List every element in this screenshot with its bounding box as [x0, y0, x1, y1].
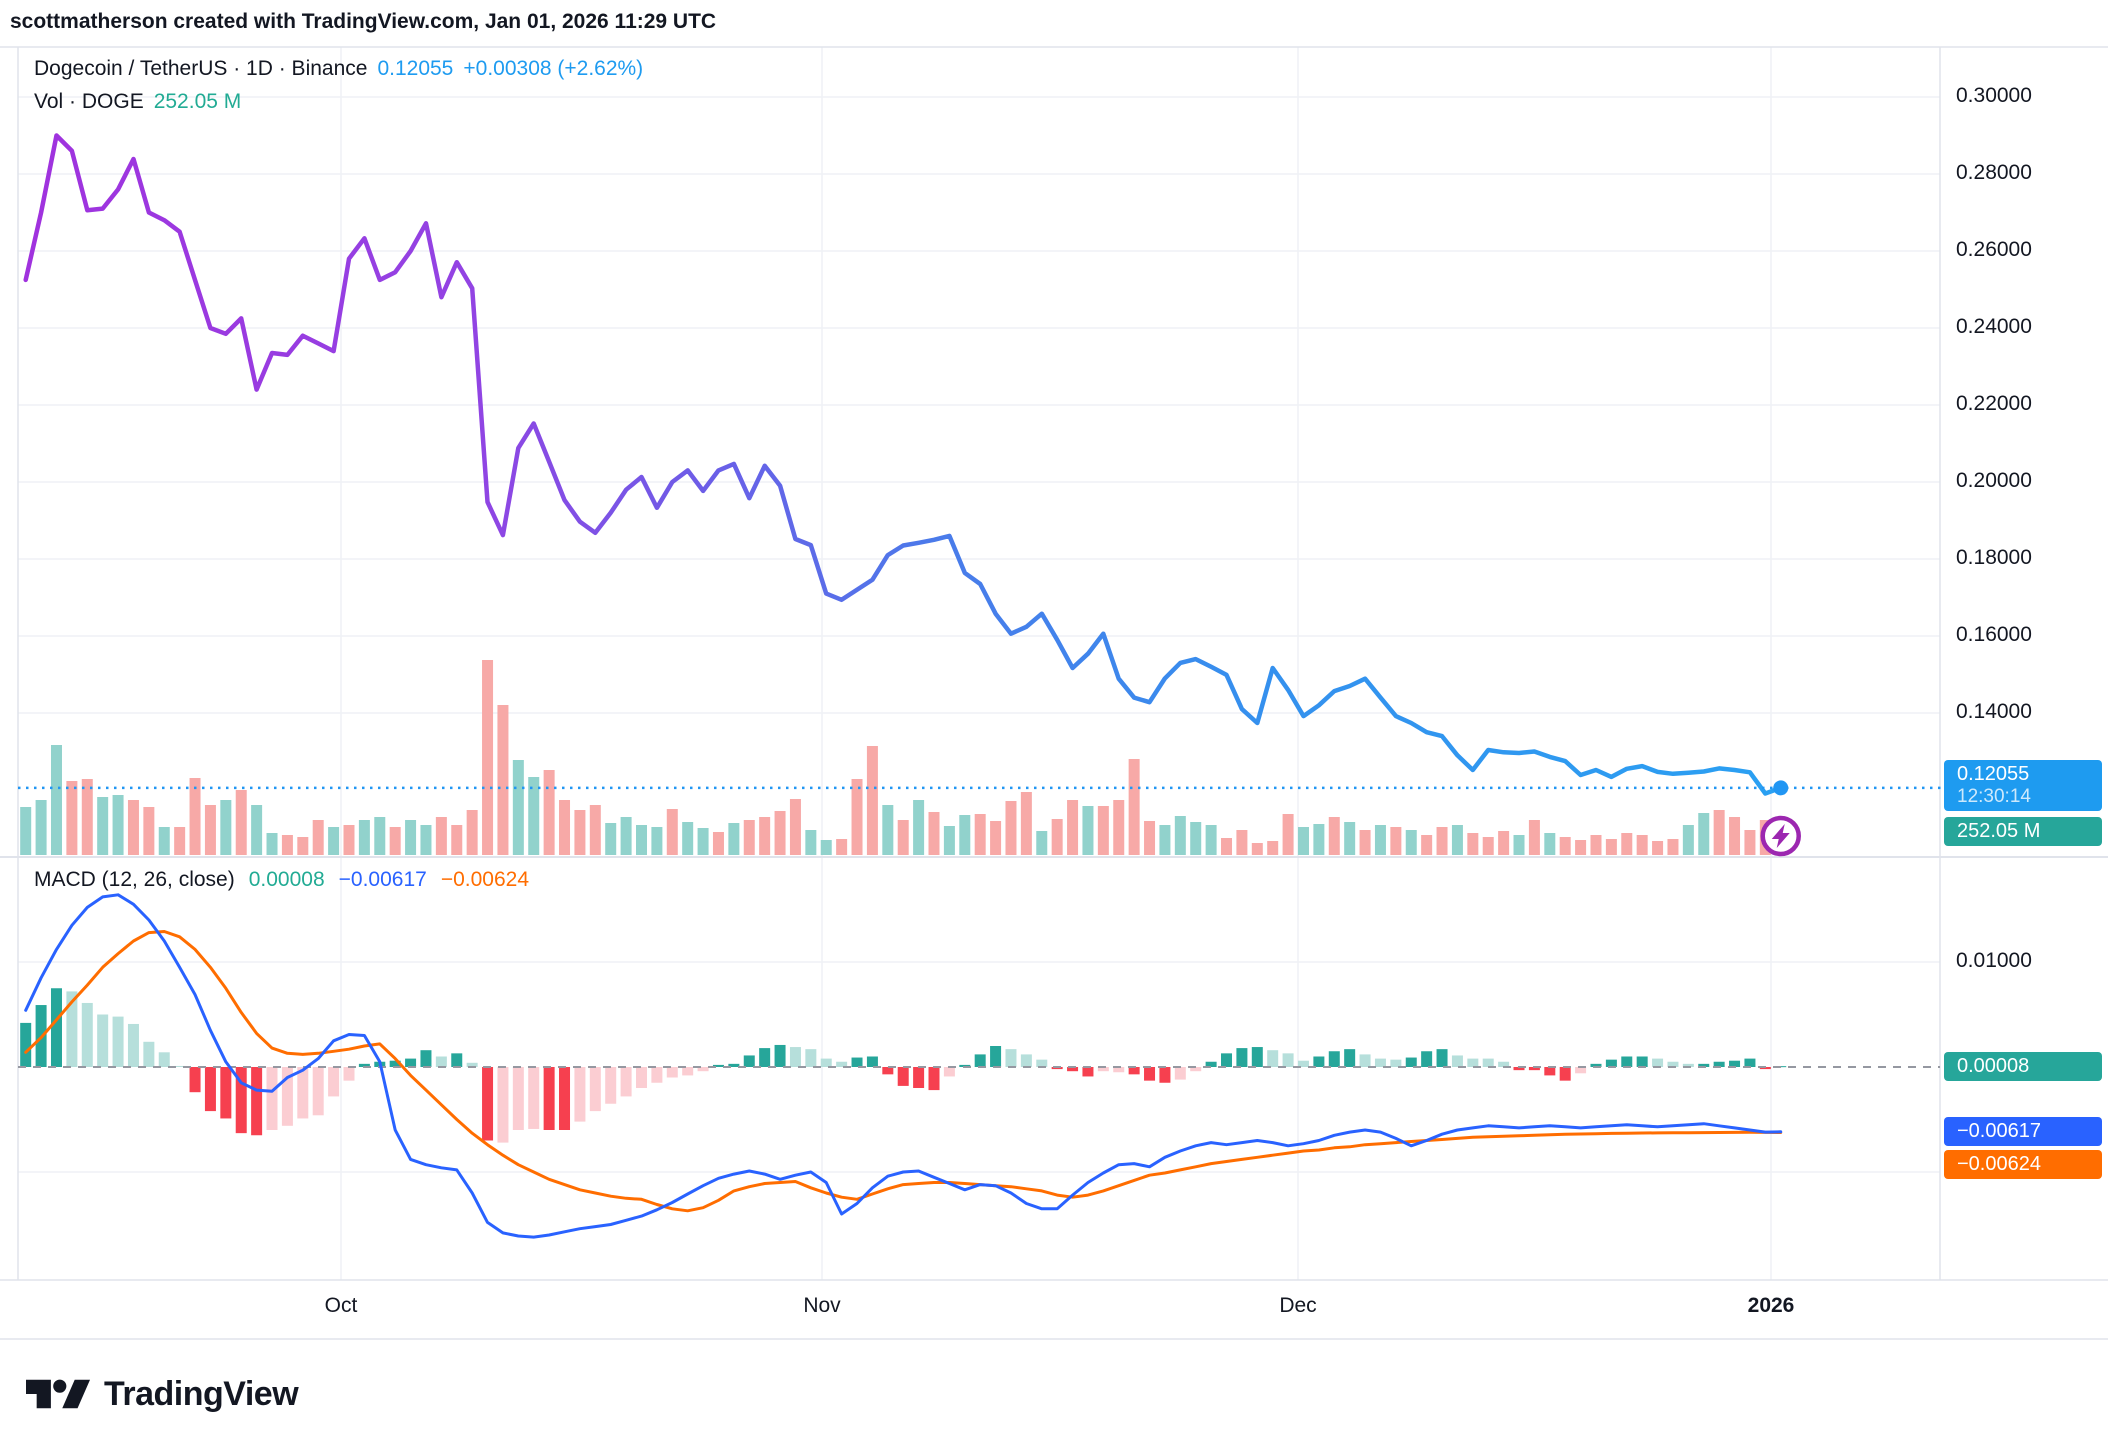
last-price-dot: [1773, 780, 1789, 796]
macd-tick-0.01000: 0.01000: [1956, 949, 2032, 972]
price-tick-0.28000: 0.28000: [1956, 161, 2032, 184]
price-tick-0.26000: 0.26000: [1956, 238, 2032, 261]
tradingview-logo-icon: [26, 1379, 90, 1409]
countdown-timer: 12:30:14: [1957, 785, 2031, 807]
price-tick-0.22000: 0.22000: [1956, 392, 2032, 415]
macd-signal-badge: −0.00624: [1944, 1150, 2102, 1179]
tradingview-logo[interactable]: TradingView: [26, 1374, 299, 1414]
legend-change: +0.00308 (+2.62%): [463, 56, 644, 80]
last-price-badge-value: 0.12055: [1957, 762, 2030, 785]
macd-histogram: [18, 988, 1940, 1143]
time-axis-label-nov: Nov: [803, 1294, 841, 1317]
time-axis-label-dec: Dec: [1279, 1294, 1317, 1317]
volume-badge: 252.05 M: [1944, 816, 2102, 846]
price-tick-0.30000: 0.30000: [1956, 84, 2032, 107]
price-tick-0.14000: 0.14000: [1956, 700, 2032, 723]
attribution-text: scottmatherson created with TradingView.…: [10, 10, 717, 33]
flash-icon: [1760, 815, 1801, 857]
time-axis-label-2026: 2026: [1747, 1294, 1795, 1317]
macd-line-value: −0.00617: [338, 868, 427, 891]
volume-bars: [20, 660, 1787, 855]
price-tick-0.16000: 0.16000: [1956, 623, 2032, 646]
legend-last-price: 0.12055: [377, 56, 454, 80]
volume-legend-value: 252.05 M: [153, 89, 242, 113]
macd-title[interactable]: MACD (12, 26, close): [34, 868, 235, 891]
time-scale[interactable]: Oct Nov Dec 2026: [0, 1280, 2108, 1339]
price-scale[interactable]: 0.30000 0.28000 0.26000 0.24000 0.22000 0.200…: [1940, 47, 2108, 1280]
macd-hist-badge: 0.00008: [1944, 1052, 2102, 1081]
tradingview-logo-text: TradingView: [104, 1374, 299, 1413]
legend: Dogecoin / TetherUS · 1D · Binance 0.120…: [34, 52, 643, 118]
price-tick-0.20000: 0.20000: [1956, 469, 2032, 492]
macd-signal-value: −0.00624: [440, 868, 530, 891]
symbol-title[interactable]: Dogecoin / TetherUS · 1D · Binance: [34, 56, 368, 80]
macd-line-badge: −0.00617: [1944, 1117, 2102, 1146]
price-tick-0.18000: 0.18000: [1956, 546, 2032, 569]
last-price-badge: 0.12055 12:30:14: [1944, 759, 2102, 811]
macd-hist-value: 0.00008: [248, 868, 325, 891]
time-axis-label-oct: Oct: [324, 1294, 358, 1317]
price-tick-0.24000: 0.24000: [1956, 315, 2032, 338]
volume-legend-label[interactable]: Vol · DOGE: [34, 89, 144, 113]
macd-legend: MACD (12, 26, close) 0.00008 −0.00617 −0…: [34, 868, 529, 892]
